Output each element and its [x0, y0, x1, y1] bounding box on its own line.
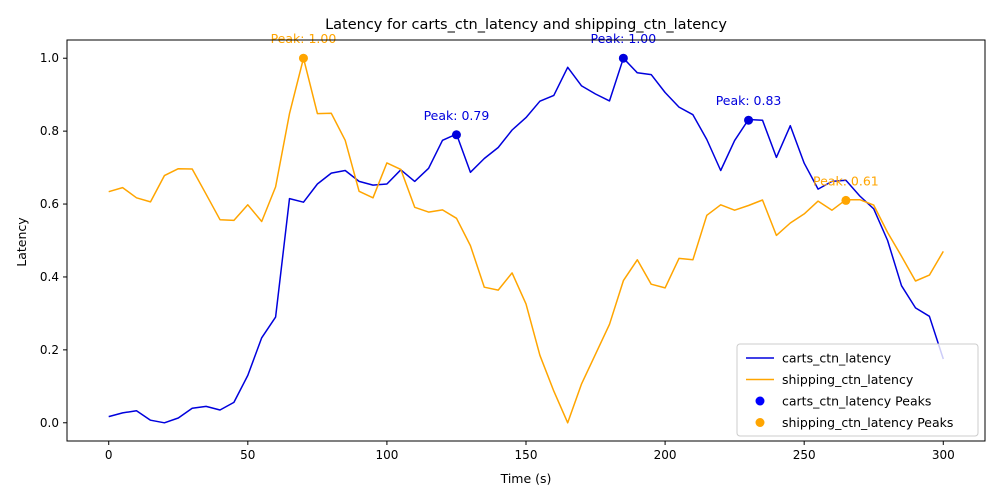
peak-label-shipping-ctn-latency-4: Peak: 0.61 — [813, 173, 879, 188]
x-tick-label-300: 300 — [932, 448, 955, 462]
legend-swatch-carts-ctn-latency-peaks — [755, 396, 765, 406]
y-tick-label-5: 1.0 — [40, 51, 59, 65]
chart-title: Latency for carts_ctn_latency and shippi… — [325, 17, 727, 33]
y-tick-label-2: 0.4 — [40, 270, 59, 284]
y-axis-label: Latency — [14, 217, 29, 267]
legend: carts_ctn_latency shipping_ctn_latencycar… — [736, 343, 979, 437]
x-tick-label-0: 0 — [105, 448, 113, 462]
peak-marker-shipping-ctn-latency-3 — [298, 53, 308, 63]
series-line-carts-ctn-latency — [108, 57, 945, 424]
y-tick-label-0: 0.0 — [40, 416, 59, 430]
peak-marker-carts-ctn-latency-2 — [744, 115, 754, 125]
legend-box — [736, 343, 979, 437]
legend-label-carts-ctn-latency: carts_ctn_latency — [782, 351, 892, 366]
peak-label-carts-ctn-latency-2: Peak: 0.83 — [716, 93, 782, 108]
peak-label-carts-ctn-latency-0: Peak: 0.79 — [424, 108, 490, 123]
peak-marker-shipping-ctn-latency-4 — [841, 195, 851, 205]
x-tick-label-250: 250 — [793, 448, 816, 462]
legend-label-carts-ctn-latency-peaks: carts_ctn_latency Peaks — [782, 394, 931, 409]
y-axis: 0.0 0.2 0.4 0.6 0.8 1.0 — [40, 51, 67, 430]
y-tick-label-1: 0.2 — [40, 343, 59, 357]
peak-label-carts-ctn-latency-1: Peak: 1.00 — [591, 31, 657, 46]
x-tick-label-100: 100 — [375, 448, 398, 462]
peak-marker-carts-ctn-latency-0 — [451, 130, 461, 140]
legend-swatch-shipping-ctn-latency-peaks — [755, 418, 765, 427]
peak-marker-carts-ctn-latency-1 — [618, 53, 628, 63]
peak-label-shipping-ctn-latency-3: Peak: 1.00 — [271, 31, 337, 46]
x-tick-label-200: 200 — [654, 448, 677, 462]
series-line-shipping-ctn-latency — [108, 57, 944, 424]
x-axis-label: Time (s) — [500, 471, 552, 486]
x-axis: 0 50 100 150 200 250 300 — [105, 441, 955, 462]
legend-label-shipping-ctn-latency: shipping_ctn_latency — [782, 372, 914, 387]
x-tick-label-150: 150 — [515, 448, 538, 462]
legend-label-shipping-ctn-latency-peaks: shipping_ctn_latency Peaks — [782, 415, 953, 430]
y-tick-label-4: 0.8 — [40, 124, 59, 138]
y-tick-label-3: 0.6 — [40, 197, 59, 211]
x-tick-label-50: 50 — [240, 448, 255, 462]
plot-marks: Peak: 0.79 Peak: 1.00 Peak: 0.83 Peak: 1.00… — [108, 31, 945, 424]
